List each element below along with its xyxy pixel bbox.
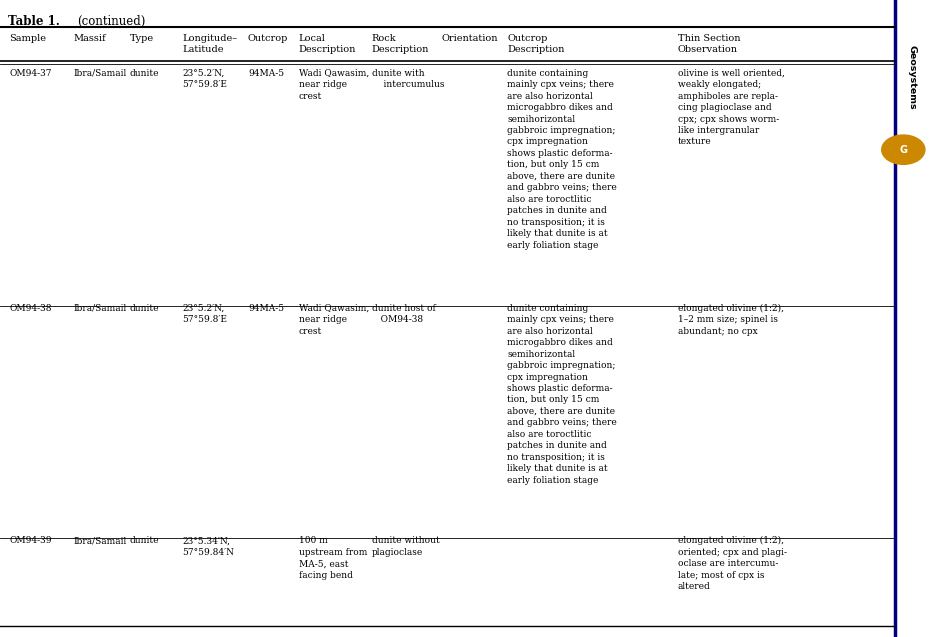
Text: 23°5.2′N,
57°59.8′E: 23°5.2′N, 57°59.8′E <box>182 304 227 324</box>
Text: dunite: dunite <box>130 69 159 78</box>
Text: 94MA-5: 94MA-5 <box>248 304 284 313</box>
Text: Longitude–
Latitude: Longitude– Latitude <box>182 34 238 55</box>
Circle shape <box>882 135 925 164</box>
Text: Ibra/Samail: Ibra/Samail <box>73 304 127 313</box>
Text: Type: Type <box>130 34 154 43</box>
Text: G: G <box>900 145 907 155</box>
Text: Rock
Description: Rock Description <box>372 34 429 55</box>
Text: dunite without
plagioclase: dunite without plagioclase <box>372 536 439 557</box>
Text: Ibra/Samail: Ibra/Samail <box>73 69 127 78</box>
Text: Sample: Sample <box>9 34 46 43</box>
Text: dunite: dunite <box>130 304 159 313</box>
Text: dunite host of
   OM94-38: dunite host of OM94-38 <box>372 304 436 324</box>
Text: Outcrop: Outcrop <box>248 34 288 43</box>
Text: Orientation: Orientation <box>441 34 498 43</box>
Text: olivine is well oriented,
weakly elongated;
amphiboles are repla-
cing plagiocla: olivine is well oriented, weakly elongat… <box>678 69 785 147</box>
Text: dunite: dunite <box>130 536 159 545</box>
Text: Wadi Qawasim,
near ridge
crest: Wadi Qawasim, near ridge crest <box>299 69 369 101</box>
Text: (continued): (continued) <box>77 15 146 27</box>
Text: Wadi Qawasim,
near ridge
crest: Wadi Qawasim, near ridge crest <box>299 304 369 336</box>
Text: Thin Section
Observation: Thin Section Observation <box>678 34 741 55</box>
Text: Massif: Massif <box>73 34 106 43</box>
Text: OM94-38: OM94-38 <box>9 304 52 313</box>
Text: Table 1.: Table 1. <box>8 15 59 27</box>
Text: elongated olivine (1:2),
oriented; cpx and plagi-
oclase are intercumu-
late; mo: elongated olivine (1:2), oriented; cpx a… <box>678 536 787 591</box>
Text: Geosystems: Geosystems <box>907 45 916 109</box>
Text: OM94-37: OM94-37 <box>9 69 52 78</box>
Text: elongated olivine (1:2),
1–2 mm size; spinel is
abundant; no cpx: elongated olivine (1:2), 1–2 mm size; sp… <box>678 304 784 336</box>
Text: Outcrop
Description: Outcrop Description <box>507 34 564 55</box>
Text: 23°5.34′N,
57°59.84′N: 23°5.34′N, 57°59.84′N <box>182 536 234 557</box>
Text: dunite containing
mainly cpx veins; there
are also horizontal
microgabbro dikes : dunite containing mainly cpx veins; ther… <box>507 304 617 485</box>
Text: Local
Description: Local Description <box>299 34 356 55</box>
Text: dunite with
    intercumulus: dunite with intercumulus <box>372 69 444 89</box>
Text: 23°5.2′N,
57°59.8′E: 23°5.2′N, 57°59.8′E <box>182 69 227 89</box>
Text: dunite containing
mainly cpx veins; there
are also horizontal
microgabbro dikes : dunite containing mainly cpx veins; ther… <box>507 69 617 250</box>
Text: 100 m
upstream from
MA-5, east
facing bend: 100 m upstream from MA-5, east facing be… <box>299 536 367 580</box>
Text: Ibra/Samail: Ibra/Samail <box>73 536 127 545</box>
Text: 94MA-5: 94MA-5 <box>248 69 284 78</box>
Text: OM94-39: OM94-39 <box>9 536 52 545</box>
